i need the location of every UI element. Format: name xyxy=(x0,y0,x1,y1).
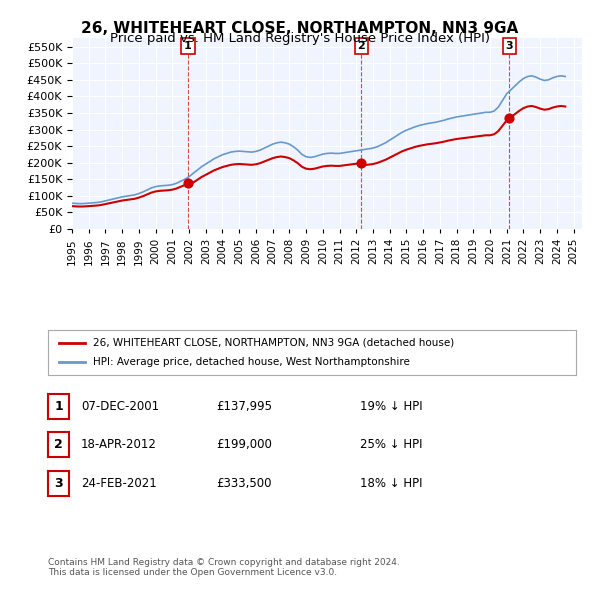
Text: 26, WHITEHEART CLOSE, NORTHAMPTON, NN3 9GA: 26, WHITEHEART CLOSE, NORTHAMPTON, NN3 9… xyxy=(82,21,518,35)
Text: £137,995: £137,995 xyxy=(216,400,272,413)
Point xyxy=(183,179,193,188)
Text: Price paid vs. HM Land Registry's House Price Index (HPI): Price paid vs. HM Land Registry's House … xyxy=(110,32,490,45)
Text: £199,000: £199,000 xyxy=(216,438,272,451)
Text: 24-FEB-2021: 24-FEB-2021 xyxy=(81,477,157,490)
Text: Contains HM Land Registry data © Crown copyright and database right 2024.
This d: Contains HM Land Registry data © Crown c… xyxy=(48,558,400,577)
Text: 07-DEC-2001: 07-DEC-2001 xyxy=(81,400,159,413)
Text: 1: 1 xyxy=(184,41,192,51)
Text: 3: 3 xyxy=(505,41,513,51)
Point xyxy=(356,158,366,168)
Text: 26, WHITEHEART CLOSE, NORTHAMPTON, NN3 9GA (detached house): 26, WHITEHEART CLOSE, NORTHAMPTON, NN3 9… xyxy=(93,338,454,348)
Text: 2: 2 xyxy=(358,41,365,51)
Text: HPI: Average price, detached house, West Northamptonshire: HPI: Average price, detached house, West… xyxy=(93,358,410,367)
Text: 3: 3 xyxy=(54,477,63,490)
Text: 2: 2 xyxy=(54,438,63,451)
Text: 19% ↓ HPI: 19% ↓ HPI xyxy=(360,400,422,413)
Text: £333,500: £333,500 xyxy=(216,477,271,490)
Point xyxy=(505,114,514,123)
Text: 1: 1 xyxy=(54,400,63,413)
Text: 25% ↓ HPI: 25% ↓ HPI xyxy=(360,438,422,451)
Text: 18-APR-2012: 18-APR-2012 xyxy=(81,438,157,451)
Text: 18% ↓ HPI: 18% ↓ HPI xyxy=(360,477,422,490)
